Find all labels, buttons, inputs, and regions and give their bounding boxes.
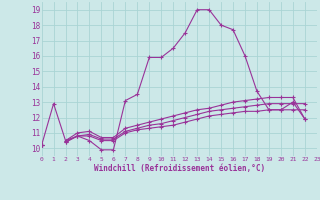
- X-axis label: Windchill (Refroidissement éolien,°C): Windchill (Refroidissement éolien,°C): [94, 164, 265, 173]
